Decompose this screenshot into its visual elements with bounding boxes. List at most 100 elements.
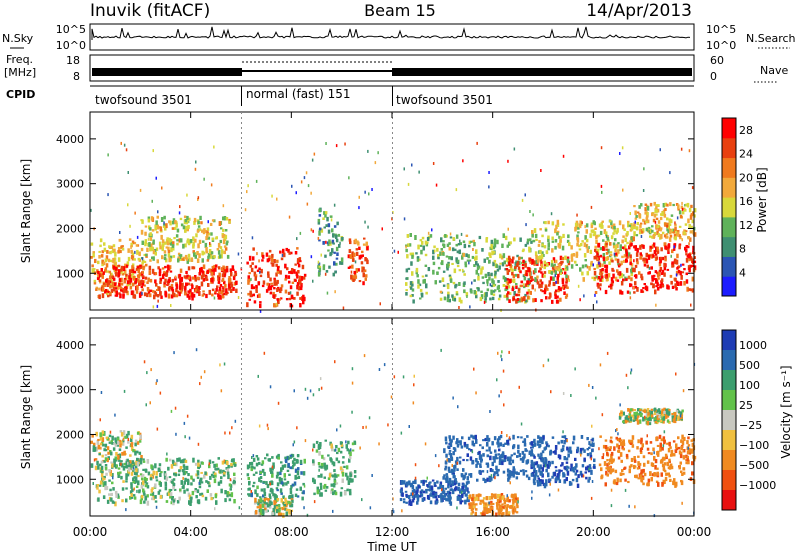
velocity-cell: [412, 480, 415, 484]
velocity-cell: [514, 493, 517, 497]
velocity-scatter-cell: [251, 456, 253, 459]
power-cell: [647, 255, 651, 260]
power-scatter-cell: [648, 230, 650, 234]
power-cell: [169, 255, 173, 259]
velocity-cell: [512, 500, 515, 505]
velocity-cell: [554, 449, 557, 455]
power-cell: [655, 246, 658, 251]
power-cell: [687, 245, 690, 249]
power-cell: [498, 289, 501, 293]
velocity-cell: [661, 447, 664, 451]
velocity-cell: [256, 485, 259, 490]
power-cell: [205, 250, 209, 254]
power-colorbar-frame: [721, 117, 737, 297]
power-cell: [692, 260, 695, 264]
power-cell: [651, 235, 654, 239]
power-cell: [407, 267, 411, 270]
velocity-cell: [629, 442, 633, 445]
velocity-cell: [108, 493, 111, 496]
power-scatter-cell: [281, 253, 284, 257]
velocity-cell: [253, 502, 257, 505]
velocity-cell: [288, 473, 291, 476]
velocity-cell: [416, 501, 419, 505]
power-cell: [600, 273, 603, 277]
velocity-cell: [348, 458, 351, 463]
velocity-cell: [652, 447, 655, 452]
velocity-cell: [560, 464, 563, 467]
velocity-scatter-cell: [630, 368, 633, 372]
power-cell: [324, 254, 327, 258]
velocity-cell: [130, 493, 133, 497]
power-cell: [674, 223, 677, 227]
power-scatter-cell: [222, 286, 224, 289]
power-cell: [419, 244, 423, 247]
velocity-scatter-cell: [400, 431, 403, 435]
velocity-cell: [112, 501, 116, 504]
power-cell: [147, 289, 151, 295]
velocity-cell: [437, 486, 440, 490]
velocity-cell: [555, 469, 558, 472]
power-cell: [515, 299, 518, 304]
velocity-cell: [340, 443, 344, 447]
power-cell: [652, 274, 656, 277]
power-cell: [663, 265, 667, 271]
velocity-cell: [413, 488, 416, 493]
velocity-cell: [217, 457, 220, 460]
velocity-cell: [276, 498, 280, 501]
velocity-cell: [637, 408, 640, 412]
power-cell: [643, 260, 646, 264]
velocity-cell: [612, 458, 615, 462]
power-cell: [206, 227, 210, 231]
power-cell: [203, 228, 206, 233]
velocity-cell: [211, 461, 215, 464]
velocity-cell: [141, 473, 145, 477]
power-cell: [187, 276, 191, 280]
power-cell: [576, 237, 579, 241]
power-cell: [416, 256, 420, 262]
velocity-cell: [497, 508, 500, 511]
power-cell: [119, 286, 123, 290]
velocity-scatter-cell: [320, 386, 323, 390]
power-cell: [148, 265, 152, 271]
velocity-cell: [333, 469, 336, 473]
velocity-cell: [260, 488, 264, 492]
velocity-cell: [544, 461, 547, 467]
power-cell: [486, 279, 489, 284]
power-cell: [467, 254, 470, 259]
velocity-cell: [506, 473, 510, 477]
power-colorbar-swatch: [722, 197, 736, 218]
power-cell: [541, 290, 544, 293]
power-colorbar-tick: 28: [739, 124, 753, 137]
power-cell: [661, 284, 665, 287]
power-scatter-cell: [471, 281, 473, 285]
power-cell: [100, 254, 104, 258]
power-cell: [599, 254, 603, 258]
velocity-cell: [585, 476, 588, 480]
power-cell: [290, 294, 294, 300]
power-cell: [149, 289, 153, 292]
velocity-cell: [199, 479, 202, 484]
power-cell: [677, 208, 680, 211]
velocity-cell: [502, 459, 505, 463]
power-cell: [419, 288, 423, 292]
velocity-cell: [258, 461, 261, 465]
power-cell: [168, 287, 171, 292]
power-cell: [612, 223, 616, 227]
velocity-scatter-cell: [369, 506, 372, 510]
velocity-cell: [515, 511, 519, 514]
power-cell: [609, 220, 612, 223]
velocity-cell: [567, 466, 570, 469]
power-scatter-cell: [594, 293, 596, 297]
power-cell: [135, 244, 139, 247]
velocity-cell: [419, 490, 423, 494]
velocity-cell: [442, 490, 446, 495]
velocity-cell: [136, 450, 139, 454]
power-cell: [209, 243, 212, 247]
power-cell: [455, 291, 459, 296]
velocity-cell: [324, 489, 328, 492]
power-cell: [124, 286, 128, 291]
velocity-cell: [508, 460, 511, 465]
velocity-cell: [133, 480, 137, 484]
power-cell: [640, 289, 643, 293]
power-cell: [609, 251, 613, 254]
